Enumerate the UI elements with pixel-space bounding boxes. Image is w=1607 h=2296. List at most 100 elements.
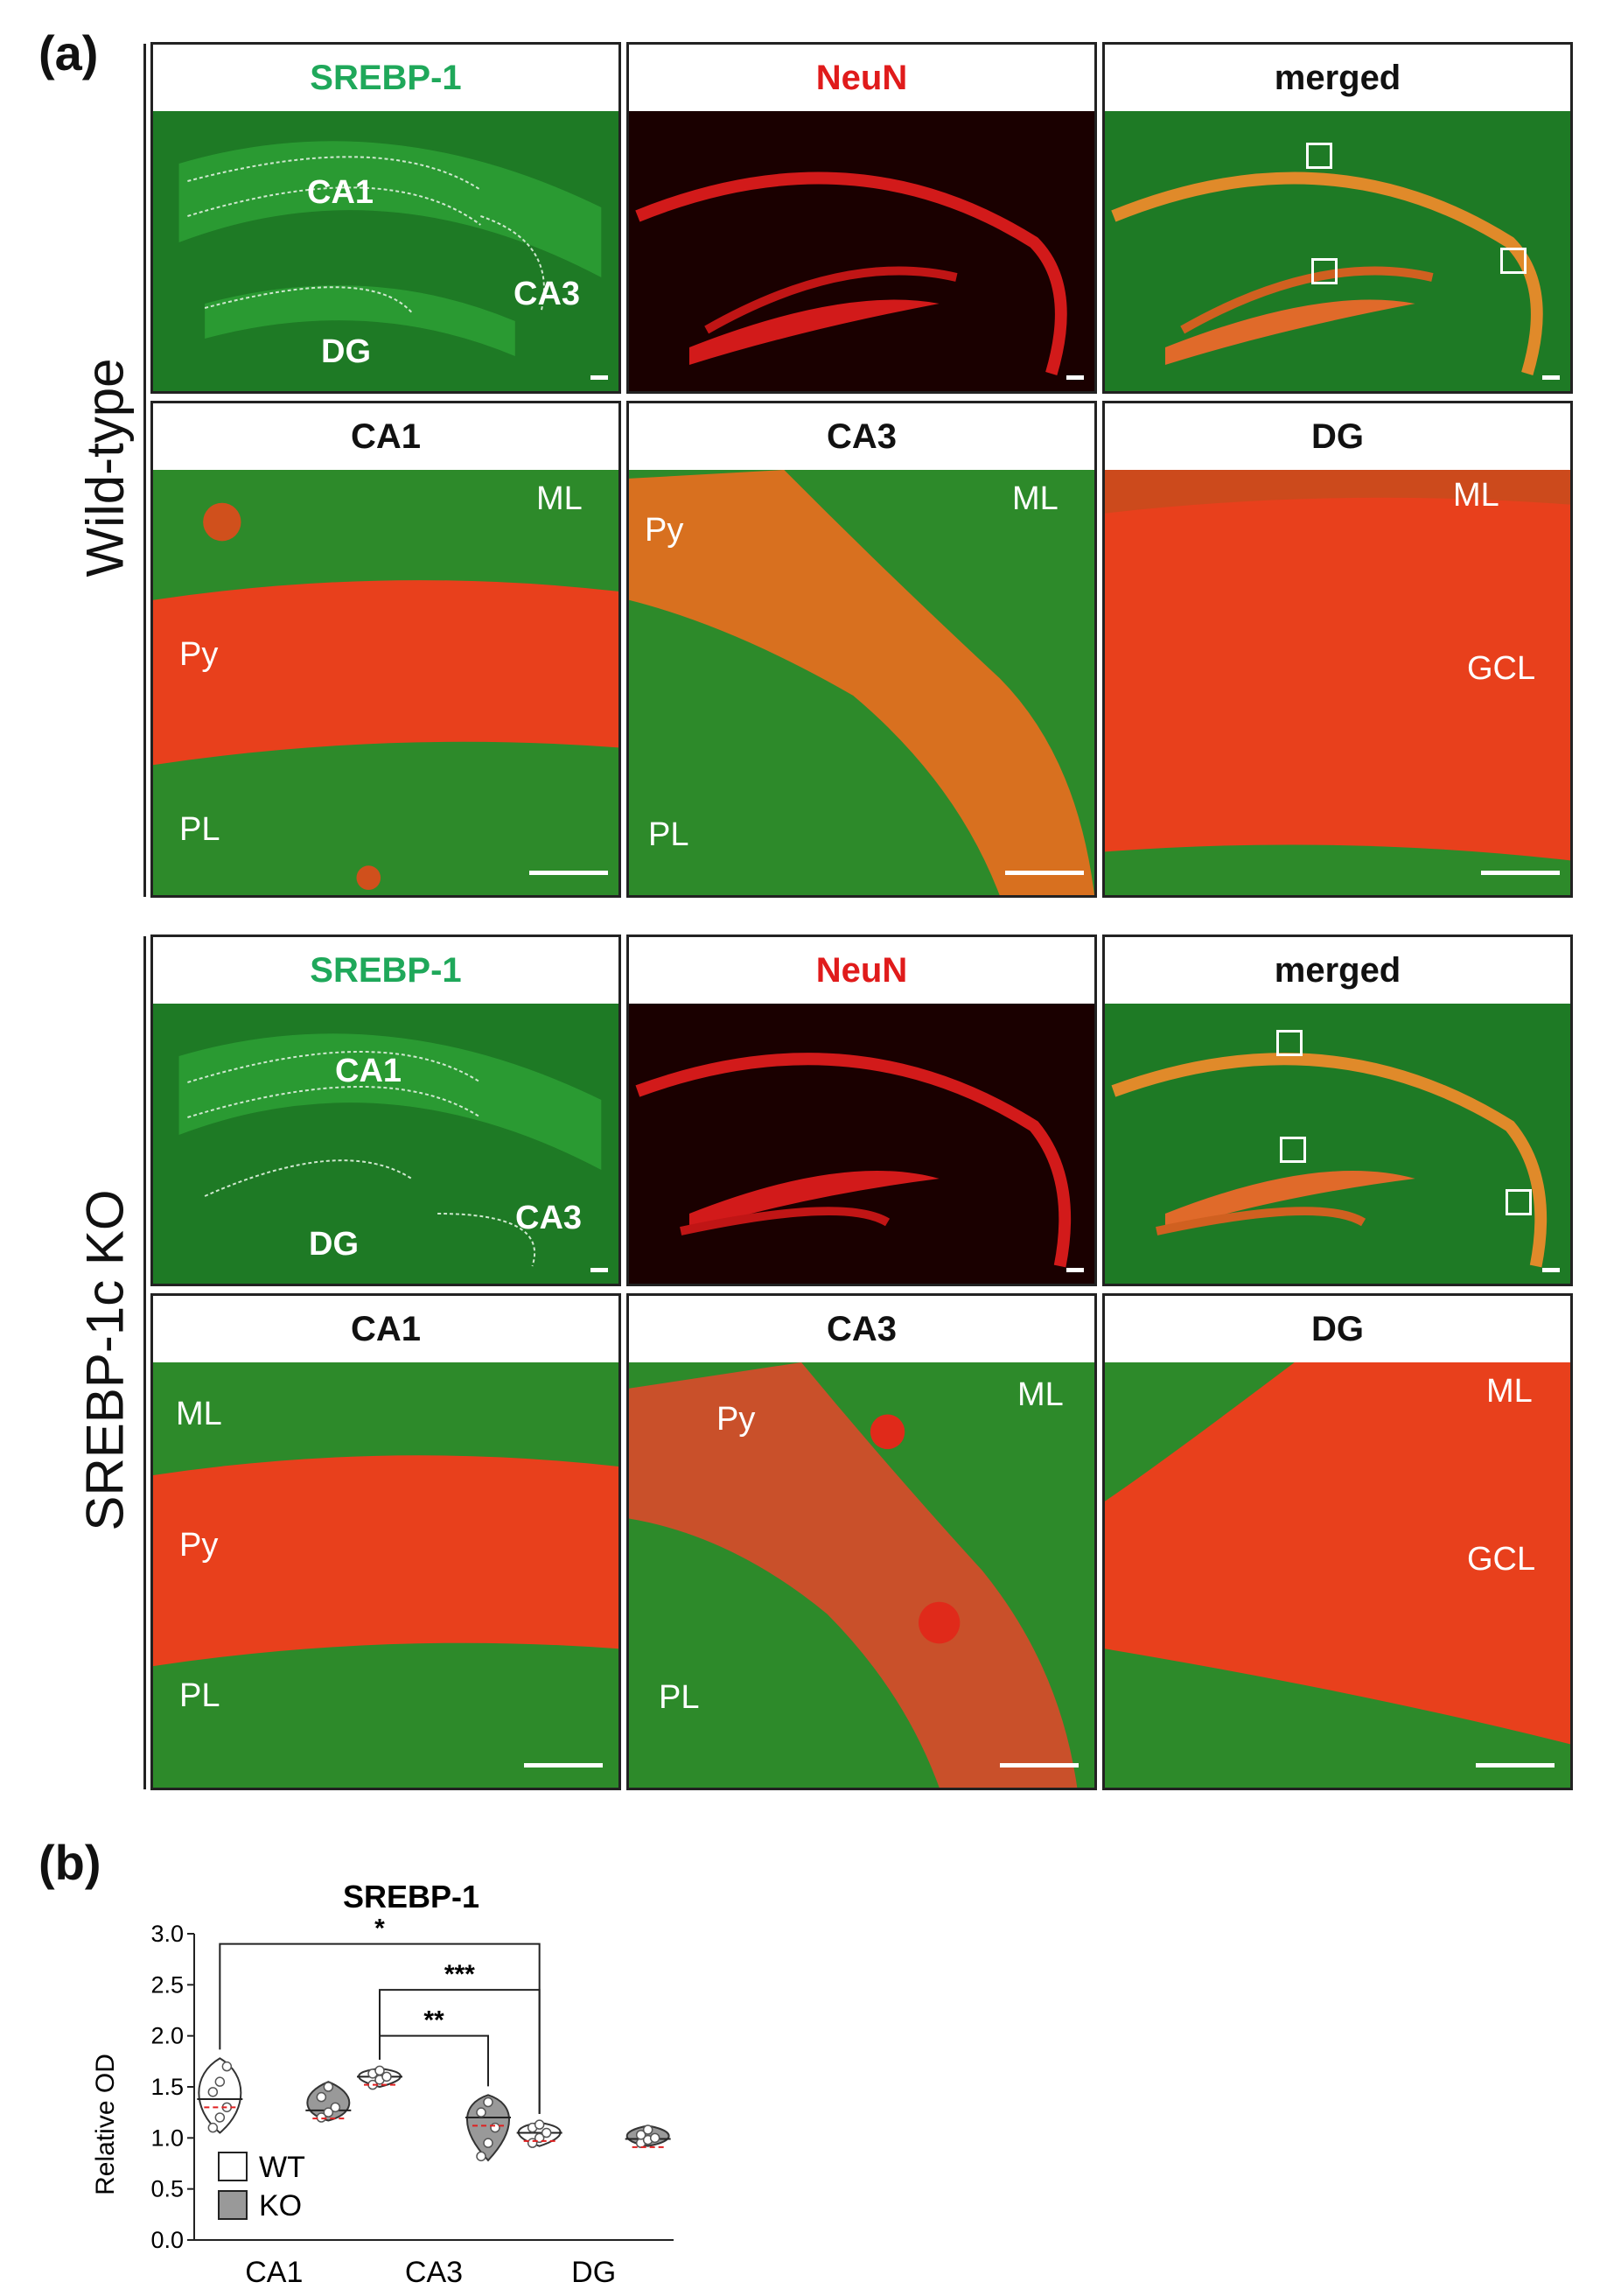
legend-swatch-wt — [218, 2152, 248, 2181]
micrograph — [629, 111, 1094, 391]
significance-label: ** — [423, 2006, 444, 2035]
data-point — [330, 2102, 341, 2113]
tile-title: DG — [1105, 403, 1570, 470]
x-tick-label: DG — [571, 2256, 616, 2289]
data-point — [214, 2076, 226, 2087]
layer-label-pl: PL — [659, 1679, 700, 1716]
scale-bar — [1066, 1268, 1084, 1272]
tile-title: CA3 — [629, 403, 1094, 470]
zoom-dg-ko: DG ML GCL — [1102, 1293, 1573, 1790]
data-point — [649, 2132, 660, 2144]
roi-box-ca3 — [1506, 1189, 1532, 1215]
micrograph — [1105, 470, 1570, 895]
region-label-ca1: CA1 — [307, 174, 374, 211]
roi-box-ca1 — [1276, 1030, 1303, 1056]
layer-label-ml: ML — [1012, 480, 1059, 517]
panel-a-label: (a) — [38, 25, 99, 80]
layer-label-pl: PL — [179, 811, 220, 848]
data-point — [316, 2112, 327, 2123]
layer-label-py: Py — [645, 512, 684, 549]
zoom-ca3-ko: CA3 ML Py PL — [626, 1293, 1097, 1790]
overview-srebp1-ko: SREBP-1 CA1 DG CA3 — [150, 934, 621, 1286]
region-label-ca3: CA3 — [514, 276, 581, 312]
layer-label-py: Py — [179, 636, 219, 673]
micrograph — [629, 1362, 1094, 1788]
tile-title: NeuN — [629, 937, 1094, 1004]
scale-bar — [1476, 1763, 1555, 1768]
overview-merged-ko: merged — [1102, 934, 1573, 1286]
violin-chart: SREBP-1 Relative OD 0.0 0.5 1.0 1.5 2.0 2.5 3.… — [91, 1879, 674, 2289]
legend-label-ko: KO — [259, 2189, 302, 2222]
chart-title: SREBP-1 — [343, 1879, 479, 1914]
row-label-ko: SREBP-1c KO — [75, 1189, 135, 1531]
micrograph — [1105, 1004, 1570, 1284]
overview-srebp1-wt: SREBP-1 CA1 CA3 DG — [150, 42, 621, 394]
tile-title: merged — [1105, 45, 1570, 111]
significance-label: * — [374, 1914, 385, 1943]
micrograph — [153, 470, 618, 895]
overview-merged-wt: merged — [1102, 42, 1573, 394]
layer-label-py: Py — [179, 1527, 219, 1564]
y-tick-label: 1.5 — [150, 2074, 184, 2100]
overview-neun-wt: NeuN — [626, 42, 1097, 394]
scale-bar — [1066, 375, 1084, 380]
tile-title: SREBP-1 — [153, 937, 618, 1004]
data-point — [534, 2119, 545, 2130]
micrograph — [629, 1004, 1094, 1284]
significance-bracket — [379, 1989, 541, 2114]
group-divider-line — [143, 936, 146, 1789]
y-tick-label: 0.5 — [150, 2176, 184, 2202]
data-point — [476, 2151, 486, 2162]
layer-label-pl: PL — [179, 1677, 220, 1714]
scale-bar — [1542, 375, 1560, 380]
region-label-dg: DG — [321, 333, 371, 370]
tile-title: CA1 — [153, 403, 618, 470]
data-point — [642, 2124, 653, 2135]
legend-label-wt: WT — [259, 2151, 305, 2184]
tile-title: CA3 — [629, 1296, 1094, 1362]
overview-neun-ko: NeuN — [626, 934, 1097, 1286]
layer-label-ml: ML — [1453, 477, 1499, 514]
zoom-dg-wt: DG ML GCL — [1102, 401, 1573, 898]
data-point — [483, 2096, 493, 2108]
x-tick-label: CA1 — [245, 2256, 303, 2289]
roi-box-dg — [1280, 1137, 1306, 1163]
layer-label-ml: ML — [536, 480, 583, 517]
data-point — [483, 2138, 493, 2148]
significance-bracket — [379, 2034, 489, 2087]
zoom-ca1-ko: CA1 ML Py PL — [150, 1293, 621, 1790]
zoom-ca1-wt: CA1 ML Py PL — [150, 401, 621, 898]
micrograph — [1105, 1362, 1570, 1788]
data-point — [323, 2107, 334, 2118]
data-point — [381, 2071, 392, 2082]
data-point — [221, 2061, 233, 2072]
layer-label-py: Py — [716, 1401, 756, 1438]
micrograph — [1105, 111, 1570, 391]
region-label-ca3: CA3 — [515, 1200, 583, 1236]
micrograph — [629, 470, 1094, 895]
tile-title: CA1 — [153, 1296, 618, 1362]
violin-wt-ca1 — [198, 2057, 242, 2134]
y-tick-label: 0.0 — [150, 2227, 184, 2253]
tile-title: merged — [1105, 937, 1570, 1004]
zoom-ca3-wt: CA3 ML Py PL — [626, 401, 1097, 898]
group-divider-line — [143, 44, 146, 897]
tile-title: NeuN — [629, 45, 1094, 111]
scale-bar — [590, 1268, 608, 1272]
y-tick-label: 1.0 — [150, 2124, 184, 2151]
scale-bar — [529, 871, 608, 875]
region-label-dg: DG — [309, 1226, 359, 1263]
micrograph — [153, 1004, 618, 1284]
data-point — [476, 2107, 486, 2118]
scale-bar — [524, 1763, 603, 1768]
y-tick-label: 3.0 — [150, 1921, 184, 1947]
data-point — [207, 2087, 219, 2097]
data-point — [374, 2065, 385, 2076]
layer-label-gcl: GCL — [1467, 650, 1536, 687]
data-point — [316, 2091, 327, 2103]
data-point — [541, 2127, 552, 2138]
data-point — [635, 2130, 646, 2140]
data-point — [207, 2122, 219, 2133]
scale-bar — [1005, 871, 1084, 875]
y-axis-label: Relative OD — [91, 2054, 120, 2195]
